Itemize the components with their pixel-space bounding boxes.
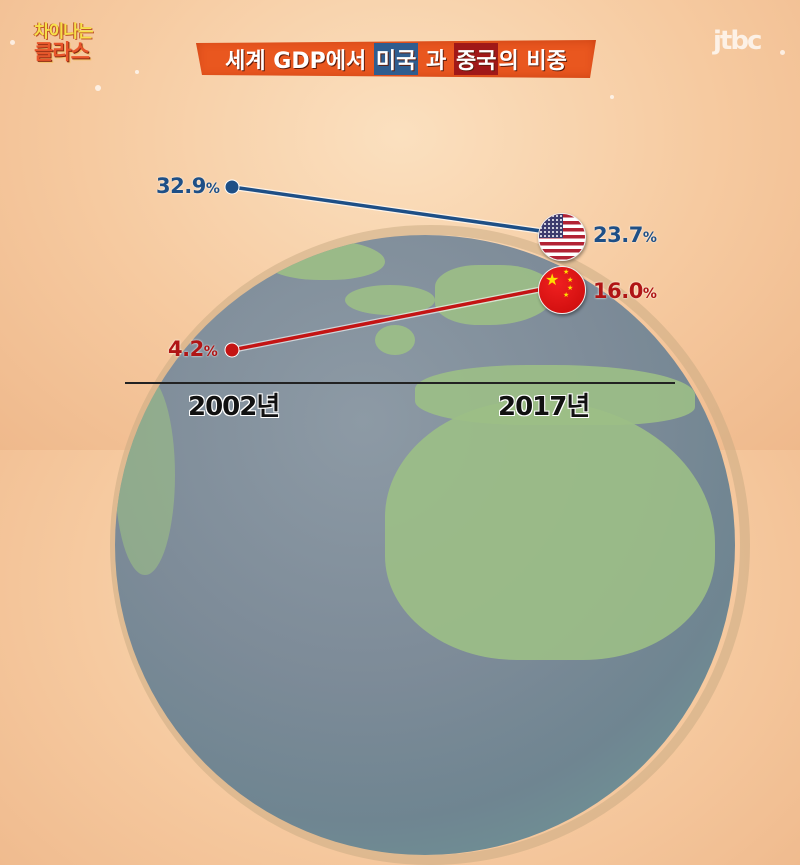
cn-2017-number: 16.0 (593, 279, 643, 303)
x-tick-2002: 2002년 (188, 392, 280, 422)
chart-stage: 차이나는 클라스 jtbc 세계 GDP에서 미국 과 중국 의 비중 32.9%… (10, 22, 785, 865)
title-part2: 과 (418, 49, 454, 74)
land (265, 240, 385, 280)
us-2017-value: 23.7% (593, 223, 657, 247)
cn-2002-number: 4.2 (168, 337, 204, 361)
line-chart (224, 179, 549, 358)
sparkle (780, 50, 785, 55)
us-flag-icon (538, 213, 586, 261)
cn-2017-value: 16.0% (593, 279, 657, 303)
sparkle (10, 40, 15, 45)
sparkle (95, 85, 101, 91)
china-flag-icon: ★ ★ ★ ★ ★ (538, 266, 586, 314)
percent-sign: % (642, 230, 657, 246)
land (435, 265, 555, 325)
land (375, 325, 415, 355)
land (345, 285, 435, 315)
cn-2002-value: 4.2% (168, 337, 218, 361)
us-2002-value: 32.9% (156, 174, 220, 198)
sparkle (135, 70, 139, 74)
logo-line1: 차이나는 (34, 22, 94, 42)
title-us: 미국 (373, 43, 419, 75)
x-tick-2017: 2017년 (498, 392, 590, 422)
us-2017-number: 23.7 (593, 223, 643, 247)
title-banner: 세계 GDP에서 미국 과 중국 의 비중 (196, 40, 596, 78)
title-part3: 의 비중 (498, 49, 567, 74)
percent-sign: % (642, 286, 657, 302)
logo-line2: 클라스 (34, 40, 90, 64)
show-logo: 차이나는 클라스 (34, 22, 94, 64)
percent-sign: % (205, 181, 220, 197)
percent-sign: % (203, 344, 218, 360)
broadcaster-logo: jtbc (713, 26, 762, 56)
us-2002-number: 32.9 (156, 174, 206, 198)
title-part1: 세계 GDP에서 (225, 49, 374, 74)
title-cn: 중국 (453, 43, 499, 75)
sparkle (610, 95, 614, 99)
x-axis-line (125, 382, 675, 384)
